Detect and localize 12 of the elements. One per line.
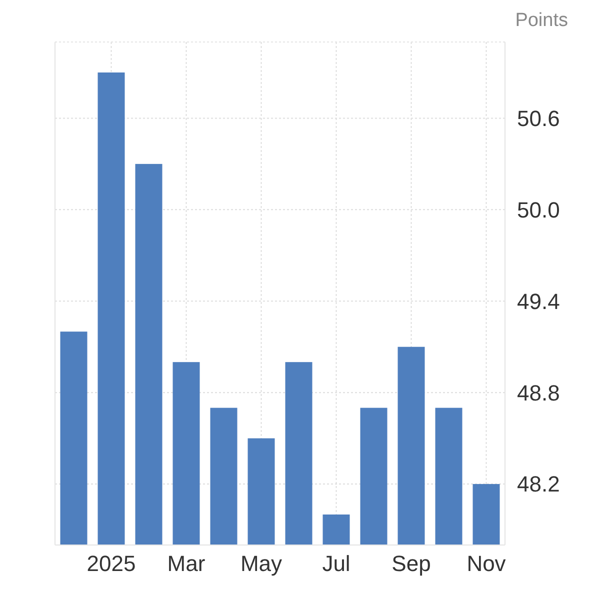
y-tick-label: 48.8 — [517, 380, 560, 406]
y-tick-label: 48.2 — [517, 472, 560, 497]
x-tick-label: Mar — [167, 551, 206, 576]
y-tick-label: 50.0 — [517, 197, 560, 222]
x-tick-label: Nov — [466, 551, 506, 576]
y-tick-label: 50.6 — [517, 106, 560, 131]
y-axis-title: Points — [515, 10, 568, 31]
x-tick-label: 2025 — [86, 551, 136, 576]
x-tick-label: Sep — [392, 551, 431, 576]
x-tick-label: Jul — [322, 551, 350, 576]
y-tick-label: 49.4 — [517, 288, 560, 314]
x-tick-label: May — [240, 551, 282, 576]
